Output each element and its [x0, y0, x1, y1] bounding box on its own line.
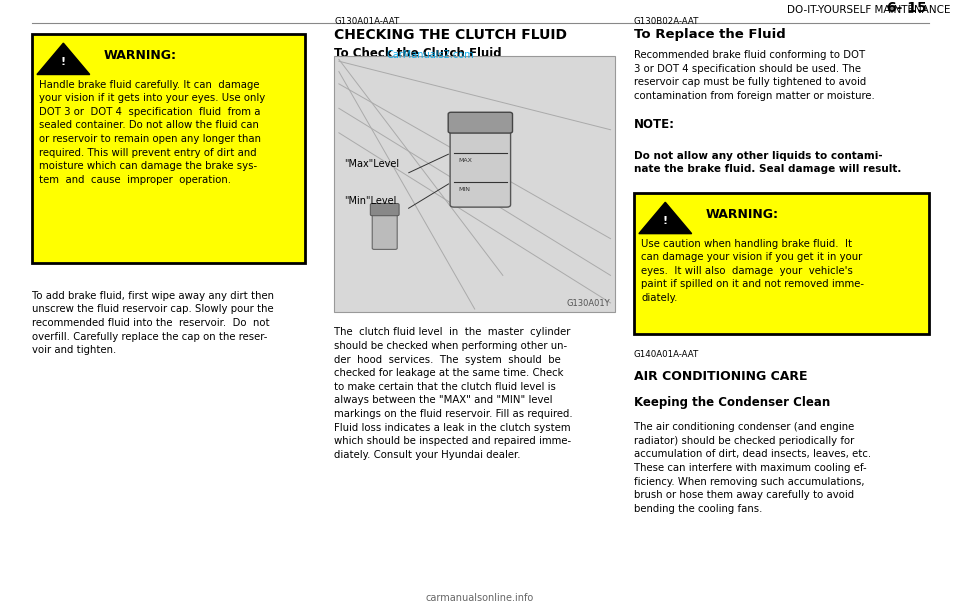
Text: Recommended brake fluid conforming to DOT
3 or DOT 4 specification should be use: Recommended brake fluid conforming to DO…	[634, 50, 875, 101]
Text: CHECKING THE CLUTCH FLUID: CHECKING THE CLUTCH FLUID	[334, 28, 567, 42]
Text: G130B02A-AAT: G130B02A-AAT	[634, 17, 699, 26]
Text: MAX: MAX	[459, 158, 472, 163]
Text: carmanualsonline.info: carmanualsonline.info	[426, 593, 534, 603]
FancyBboxPatch shape	[450, 122, 511, 207]
Text: G130A01Y: G130A01Y	[567, 299, 611, 308]
Text: Handle brake fluid carefully. It can  damage
your vision if it gets into your ey: Handle brake fluid carefully. It can dam…	[39, 80, 266, 185]
Text: Keeping the Condenser Clean: Keeping the Condenser Clean	[634, 396, 829, 409]
Text: Do not allow any other liquids to contami-
nate the brake fluid. Seal damage wil: Do not allow any other liquids to contam…	[634, 151, 901, 174]
Text: To Check the Clutch Fluid: To Check the Clutch Fluid	[334, 47, 502, 60]
Text: G140A01A-AAT: G140A01A-AAT	[634, 350, 699, 359]
FancyBboxPatch shape	[448, 112, 513, 133]
Text: To Replace the Fluid: To Replace the Fluid	[634, 28, 785, 40]
Polygon shape	[639, 202, 691, 234]
FancyBboxPatch shape	[634, 193, 929, 334]
FancyBboxPatch shape	[372, 210, 397, 250]
Text: G130A01A-AAT: G130A01A-AAT	[334, 17, 399, 26]
Text: WARNING:: WARNING:	[104, 49, 177, 62]
Text: !: !	[60, 56, 66, 67]
Polygon shape	[36, 43, 90, 75]
Text: 6- 15: 6- 15	[887, 1, 926, 15]
FancyBboxPatch shape	[371, 203, 399, 215]
Text: NOTE:: NOTE:	[634, 118, 675, 130]
Text: AIR CONDITIONING CARE: AIR CONDITIONING CARE	[634, 370, 807, 383]
Text: "Min"Level: "Min"Level	[344, 196, 396, 206]
Text: The air conditioning condenser (and engine
radiator) should be checked periodica: The air conditioning condenser (and engi…	[634, 422, 871, 514]
Text: MIN: MIN	[459, 187, 470, 192]
Text: To add brake fluid, first wipe away any dirt then
unscrew the fluid reservoir ca: To add brake fluid, first wipe away any …	[32, 291, 274, 355]
FancyBboxPatch shape	[32, 34, 305, 263]
Text: CarManuals2.com: CarManuals2.com	[387, 50, 474, 60]
Text: DO-IT-YOURSELF MAINTENANCE: DO-IT-YOURSELF MAINTENANCE	[787, 6, 957, 15]
Text: !: !	[662, 215, 668, 226]
FancyBboxPatch shape	[334, 56, 615, 312]
Text: WARNING:: WARNING:	[706, 208, 779, 221]
Text: "Max"Level: "Max"Level	[344, 159, 398, 169]
Text: The  clutch fluid level  in  the  master  cylinder
should be checked when perfor: The clutch fluid level in the master cyl…	[334, 327, 573, 460]
Text: Use caution when handling brake fluid.  It
can damage your vision if you get it : Use caution when handling brake fluid. I…	[641, 239, 864, 303]
